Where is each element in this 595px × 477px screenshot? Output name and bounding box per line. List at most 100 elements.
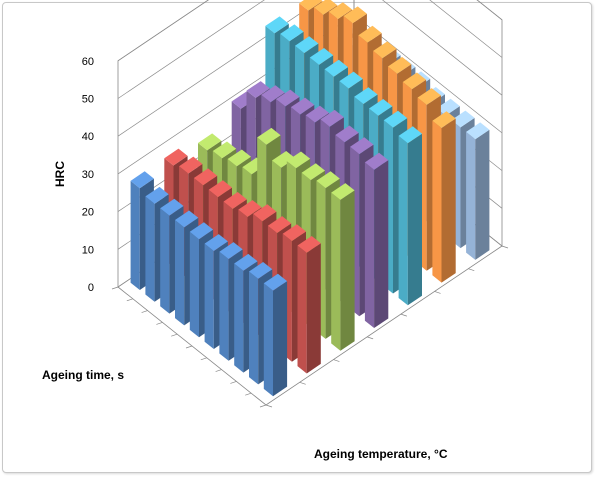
bar-top-face [320,109,344,127]
bar-top-face [350,137,374,155]
bar-front-face [249,271,259,385]
bar-0-9 [263,273,288,397]
bar-top-face [290,97,315,115]
bar-top-face [301,163,325,181]
bar-top-face [276,89,300,107]
bar-top-face [238,200,262,217]
y-tick-label: 40 [82,131,94,143]
y-tick-label: 20 [82,207,94,219]
bar-5-9 [432,111,456,283]
x-tick-mark [141,310,148,313]
bar-top-face [253,204,277,222]
bar-top-face [369,99,393,116]
bar-top-face [179,156,203,174]
bar-3-9 [364,152,389,328]
bar-front-face [432,120,442,283]
bar-top-face [263,273,288,291]
bar-top-face [223,192,247,209]
bar-top-face [204,234,228,251]
bar-top-face [295,36,319,54]
x-axis-title: Ageing temperature, °C [314,447,448,461]
x-tick-mark [245,392,252,396]
bar-top-face [358,25,382,43]
bar-top-face [280,24,304,42]
bar-top-face [436,98,460,116]
bar-top-face [282,224,306,241]
z-tick-mark [333,359,340,362]
bar-top-face [309,48,334,65]
bar-top-face [193,168,218,186]
bar-top-face [402,72,427,90]
x-tick-mark [185,345,193,349]
x-tick-mark [215,369,222,372]
bar-front-face [175,220,185,326]
bar-top-face [324,59,348,77]
bar-top-face [198,133,222,151]
z-tick-mark [501,245,509,249]
bar-front-face [364,162,375,328]
bar-top-face [160,198,184,216]
bar-2-9 [331,183,355,351]
bar-top-face [175,210,199,228]
y-tick-label: 30 [82,169,94,181]
bar-top-face [208,180,232,198]
bar-front-face [189,231,199,338]
bar-top-face [219,242,243,259]
bar-front-face [145,196,155,302]
bar-side-face [441,118,456,283]
bar-front-face [297,245,307,374]
bar-front-face [466,131,476,260]
bar-front-face [204,243,214,349]
bar-top-face [388,56,412,74]
bar-top-face [451,110,475,128]
bar-top-face [331,183,355,200]
gridline [117,0,503,99]
bar-top-face [227,149,251,167]
bar-top-face [164,148,188,166]
z-axis-title: Ageing time, s [42,368,124,382]
bar-top-face [328,2,353,19]
bar-4-9 [398,126,422,306]
bar-top-face [299,0,323,11]
bar-top-face [257,127,281,145]
bar-top-face [417,88,441,105]
y-tick-label: 50 [82,94,94,106]
bar-side-face [340,190,355,351]
bar-front-face [234,263,244,373]
chart-bars [130,0,490,397]
bar-top-face [234,253,258,271]
y-tick-label: 0 [88,282,94,294]
z-tick-mark [468,268,475,272]
z-tick-mark [434,291,441,294]
bar-top-face [432,111,456,128]
bar-6-9 [466,122,490,260]
y-axis-title: HRC [53,161,67,187]
bar-top-face [249,262,273,279]
bar-front-face [219,251,229,361]
bar-top-face [267,216,292,233]
bar-front-face [160,208,170,314]
x-tick-mark [171,333,178,337]
bar-top-face [297,236,321,253]
bar-front-face [263,283,273,397]
x-tick-mark [230,381,237,384]
bar-top-face [246,81,270,98]
y-axis-ticks: 0 10 20 30 40 50 60 [82,56,94,294]
bar-top-face [130,171,154,189]
bar-top-face [466,122,490,140]
x-tick-mark [126,298,133,302]
bar-front-face [398,135,408,306]
bar-side-face [374,160,389,328]
bar-side-face [306,243,321,374]
bar-top-face [212,141,237,159]
bar-side-face [407,133,422,306]
bar-top-face [272,151,296,168]
z-tick-mark [265,404,273,408]
bar-top-face [398,126,422,144]
bar-side-face [475,129,490,260]
bar-top-face [261,85,285,103]
bar-top-face [305,105,330,123]
bar-front-face [130,180,140,290]
bar-top-face [189,222,214,240]
bar-front-face [331,192,341,351]
